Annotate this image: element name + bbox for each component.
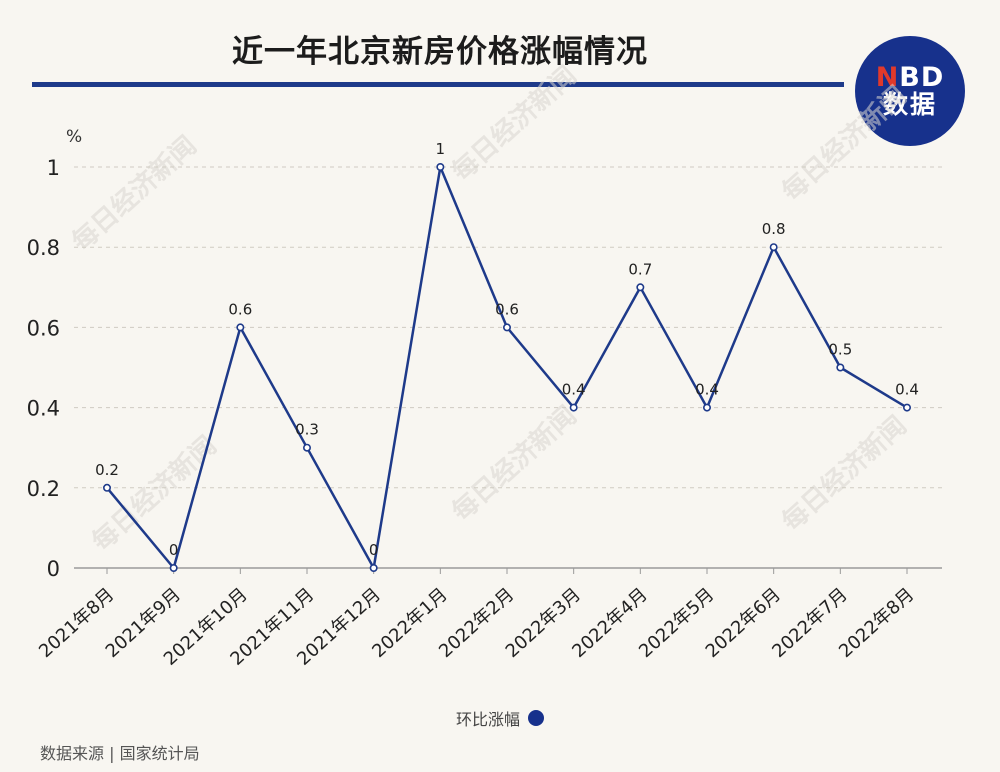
data-point [902, 403, 911, 412]
data-label: 0 [369, 541, 379, 559]
data-label: 0.8 [762, 220, 786, 238]
y-axis-unit: % [66, 127, 82, 147]
chart-legend[interactable]: 环比涨幅 [0, 706, 1000, 730]
y-tick-label: 0 [47, 557, 60, 581]
title-divider [32, 82, 844, 87]
watermark-text: 每日经济新闻 [776, 80, 913, 207]
data-label: 0.3 [295, 421, 319, 439]
watermark-text: 每日经济新闻 [66, 130, 203, 257]
data-point [636, 283, 645, 292]
watermark-text: 每日经济新闻 [776, 410, 913, 537]
data-point [369, 563, 378, 572]
data-source: 数据来源 | 国家统计局 [40, 744, 200, 763]
watermark-text: 每日经济新闻 [86, 430, 223, 557]
data-label: 0.2 [95, 461, 119, 479]
data-point [236, 323, 245, 332]
y-tick-label: 0.2 [27, 477, 60, 501]
data-label: 0.7 [628, 260, 652, 278]
data-point [302, 443, 311, 452]
data-label: 0.4 [895, 381, 919, 399]
y-tick-label: 1 [47, 156, 60, 180]
watermark-text: 每日经济新闻 [446, 400, 583, 527]
data-label: 0 [169, 541, 179, 559]
data-label: 0.4 [562, 381, 586, 399]
data-label: 0.6 [228, 300, 252, 318]
data-point [702, 403, 711, 412]
data-point [436, 163, 445, 172]
data-label: 0.4 [695, 381, 719, 399]
data-label: 1 [436, 140, 446, 158]
watermark-text: 每日经济新闻 [446, 60, 583, 187]
data-point [569, 403, 578, 412]
data-label: 0.5 [828, 341, 852, 359]
data-point [502, 323, 511, 332]
y-tick-label: 0.4 [27, 397, 60, 421]
data-point [769, 243, 778, 252]
data-point [103, 483, 112, 492]
y-tick-label: 0.6 [27, 316, 60, 340]
chart-title: 近一年北京新房价格涨幅情况 [232, 34, 648, 70]
data-point [169, 563, 178, 572]
data-point [836, 363, 845, 372]
legend-label: 环比涨幅 [455, 710, 520, 729]
data-label: 0.6 [495, 300, 519, 318]
legend-marker-icon [528, 710, 544, 726]
y-tick-label: 0.8 [27, 236, 60, 260]
nbd-logo: NBD 数据 [855, 36, 965, 146]
